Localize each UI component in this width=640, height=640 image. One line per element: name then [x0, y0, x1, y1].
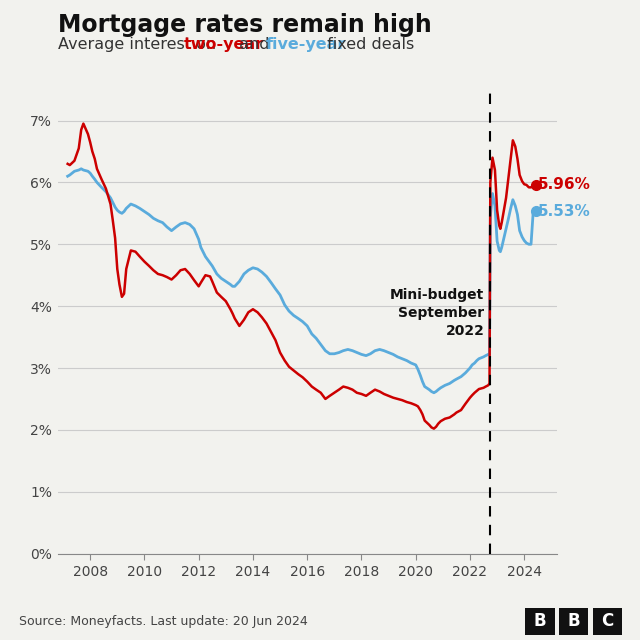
Text: and: and	[234, 37, 275, 52]
Text: 5.96%: 5.96%	[538, 177, 591, 193]
Text: five-year: five-year	[266, 37, 346, 52]
Text: B: B	[534, 612, 547, 630]
Text: B: B	[568, 612, 580, 630]
FancyBboxPatch shape	[559, 607, 589, 636]
Text: 5.53%: 5.53%	[538, 204, 591, 219]
Text: Mortgage rates remain high: Mortgage rates remain high	[58, 13, 431, 36]
Text: Mini-budget
September
2022: Mini-budget September 2022	[390, 287, 484, 339]
Text: Source: Moneyfacts. Last update: 20 Jun 2024: Source: Moneyfacts. Last update: 20 Jun …	[19, 616, 308, 628]
Text: fixed deals: fixed deals	[322, 37, 415, 52]
Text: Average interest on: Average interest on	[58, 37, 221, 52]
Text: two-year: two-year	[184, 37, 264, 52]
Text: C: C	[601, 612, 614, 630]
FancyBboxPatch shape	[525, 607, 555, 636]
FancyBboxPatch shape	[593, 607, 622, 636]
